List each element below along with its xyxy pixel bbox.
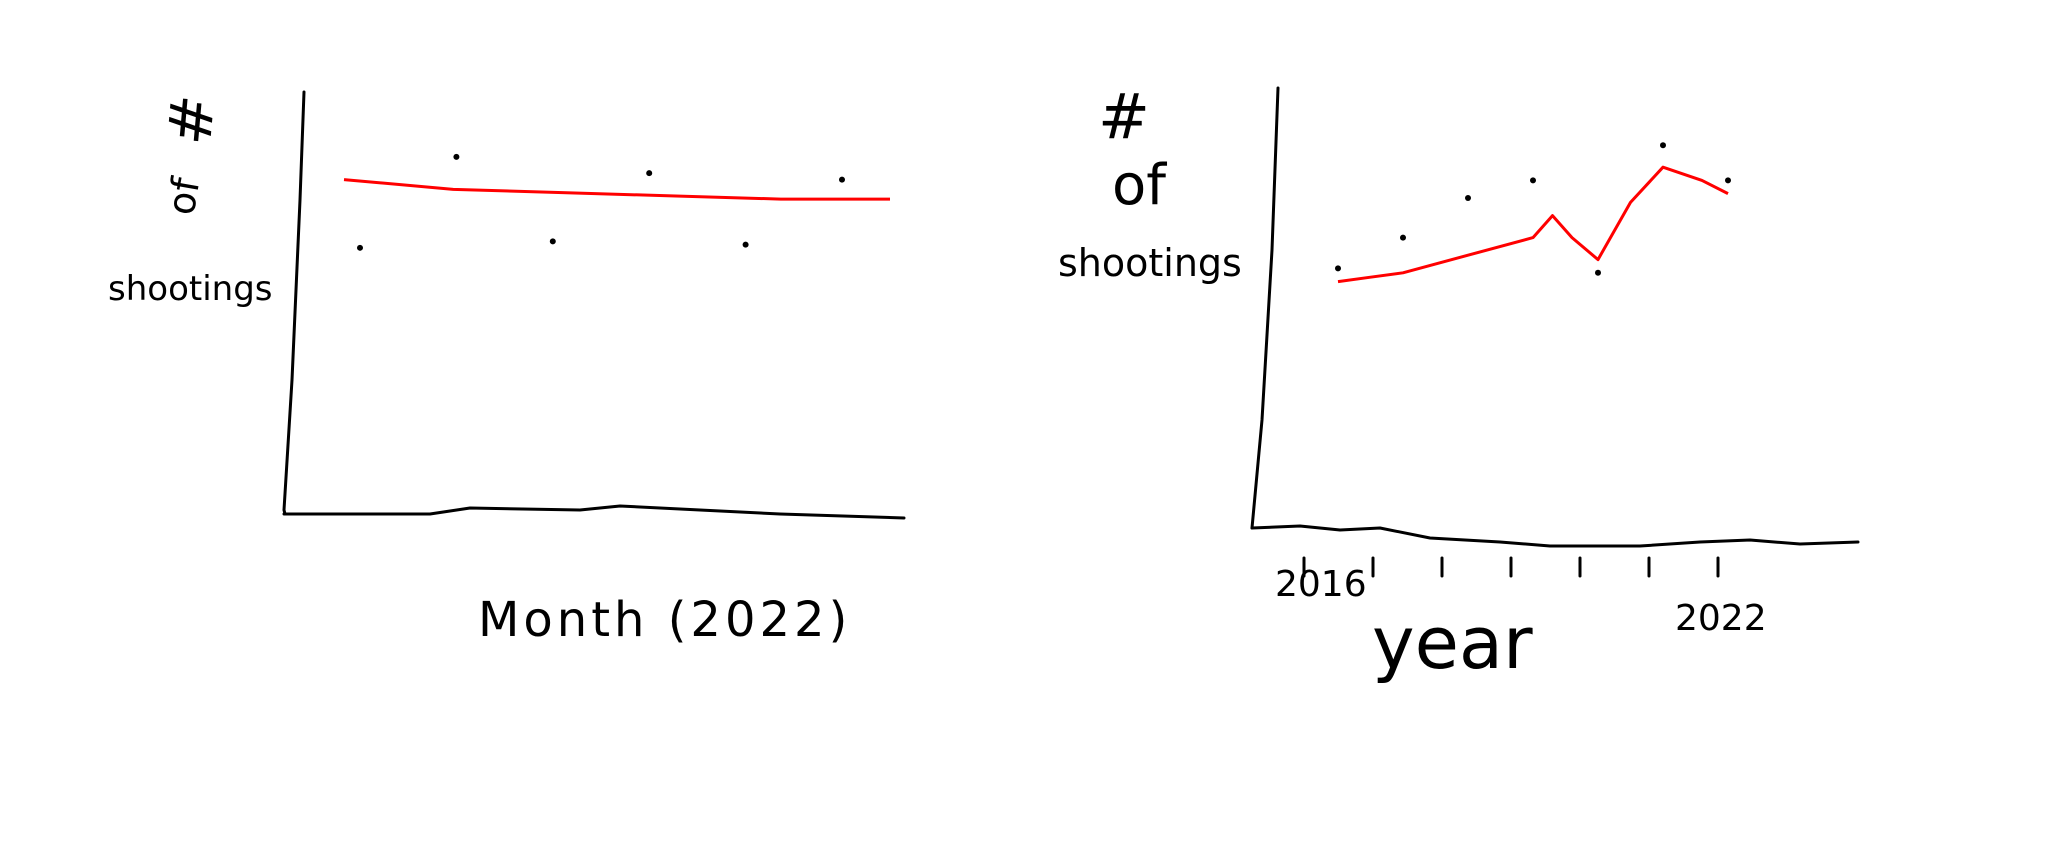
tick-label-2022: 2022	[1675, 598, 1767, 639]
data-point	[1595, 269, 1601, 276]
x-axis-label: Month (2022)	[478, 592, 851, 648]
y-label-of: of	[159, 173, 209, 218]
data-point	[357, 244, 363, 251]
data-point	[646, 170, 653, 177]
chart-yearly: # of shootings 2016 2022 year	[1058, 80, 1860, 685]
y-label-shootings: shootings	[108, 269, 273, 309]
data-point	[549, 238, 556, 245]
data-points	[1335, 142, 1731, 276]
x-axis-label: year	[1372, 601, 1533, 685]
trend-line	[1337, 165, 1729, 284]
y-label-hash: #	[155, 92, 229, 148]
y-label-hash: #	[1098, 80, 1150, 153]
data-point	[839, 176, 845, 183]
data-point	[1530, 177, 1536, 184]
y-label-shootings: shootings	[1058, 241, 1242, 285]
tick-label-2016: 2016	[1275, 564, 1367, 605]
x-axis	[282, 504, 906, 520]
y-axis	[282, 90, 306, 516]
data-point	[1725, 177, 1731, 184]
x-axis-ticks	[1302, 556, 1720, 578]
data-point	[1660, 142, 1666, 149]
y-axis	[1250, 86, 1280, 530]
data-points	[357, 153, 845, 251]
data-point	[1400, 234, 1406, 241]
data-point	[453, 153, 460, 160]
x-axis	[1250, 524, 1860, 548]
data-point	[1335, 265, 1341, 272]
trend-line	[343, 178, 890, 201]
data-point	[1465, 195, 1471, 201]
y-label-of: of	[1112, 153, 1167, 218]
chart-monthly: # of shootings Month (2022)	[108, 90, 906, 648]
data-point	[742, 241, 749, 248]
